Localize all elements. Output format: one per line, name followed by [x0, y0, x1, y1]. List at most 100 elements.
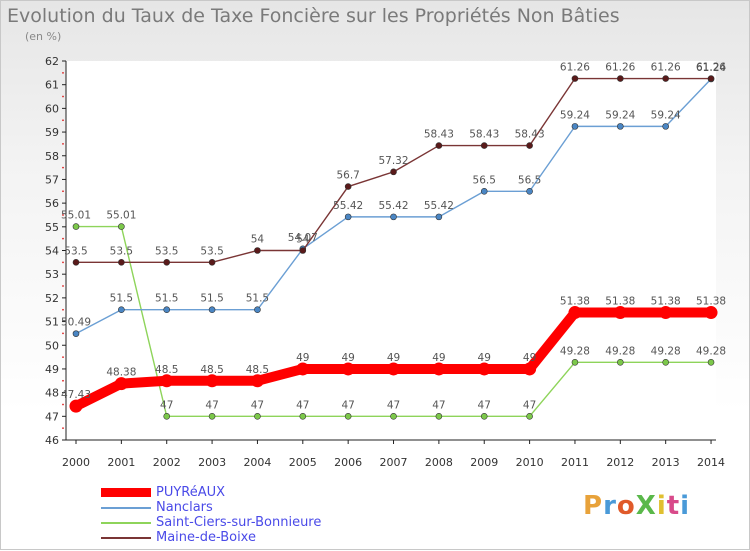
data-label: 48.5	[155, 364, 178, 376]
data-label: 47	[205, 399, 218, 411]
legend-swatch	[101, 521, 151, 524]
data-label: 51.5	[246, 293, 269, 305]
data-label: 47	[160, 399, 173, 411]
logo-letter: i	[656, 491, 667, 521]
data-label: 54	[251, 234, 265, 246]
data-label: 49	[523, 352, 536, 364]
data-label: 61.26	[696, 62, 726, 74]
data-point	[571, 75, 579, 82]
data-point	[662, 359, 669, 366]
data-point	[254, 247, 261, 254]
data-point	[118, 306, 125, 314]
y-tick-label: 52	[45, 292, 59, 305]
data-label: 61.26	[560, 62, 590, 74]
data-label: 61.26	[651, 62, 681, 74]
logo-letter: t	[666, 491, 681, 521]
data-point	[523, 362, 537, 376]
x-tick-label: 2006	[334, 456, 362, 469]
x-tick-label: 2012	[606, 456, 634, 469]
data-point	[707, 359, 715, 366]
data-point	[344, 213, 352, 221]
y-minor-tick	[62, 71, 64, 74]
y-tick-label: 55	[45, 221, 59, 234]
data-point	[617, 359, 624, 366]
data-point	[72, 330, 80, 337]
data-point	[208, 259, 216, 266]
y-minor-tick	[62, 427, 64, 430]
x-tick-label: 2005	[289, 456, 317, 469]
legend-label: Nanclars	[156, 500, 213, 515]
data-point	[72, 223, 80, 230]
data-label: 47	[523, 399, 536, 411]
data-label: 56.5	[518, 174, 541, 186]
legend-item: Maine-de-Boixe	[101, 530, 321, 545]
data-point	[208, 413, 216, 420]
data-point	[432, 362, 446, 376]
data-point	[617, 75, 624, 82]
y-minor-tick	[62, 285, 64, 287]
proxiti-logo: ProXiti	[583, 491, 690, 521]
data-point	[571, 123, 579, 130]
data-label: 47	[251, 399, 264, 411]
x-tick-label: 2002	[153, 456, 181, 469]
data-label: 61.26	[605, 62, 635, 74]
y-tick-label: 50	[45, 339, 59, 352]
data-label: 56.5	[473, 174, 496, 186]
data-point	[163, 413, 171, 420]
legend-item: PUYRéAUX	[101, 485, 321, 500]
legend-swatch	[101, 488, 151, 497]
y-tick-label: 58	[45, 150, 59, 163]
data-label: 58.43	[469, 129, 499, 141]
data-label: 51.38	[560, 296, 590, 308]
data-point	[387, 362, 401, 376]
y-tick-label: 49	[45, 363, 59, 376]
data-label: 49	[387, 352, 400, 364]
data-point	[160, 374, 174, 388]
data-label: 59.24	[651, 109, 681, 121]
data-point	[526, 413, 533, 420]
data-label: 59.24	[605, 109, 635, 121]
x-tick-label: 2007	[380, 456, 408, 469]
data-point	[299, 413, 307, 420]
data-point	[526, 142, 533, 149]
data-label: 49	[341, 352, 354, 364]
data-point	[250, 374, 264, 388]
data-point	[299, 247, 307, 254]
data-label: 51.38	[605, 296, 635, 308]
logo-letter: P	[583, 491, 604, 521]
data-point	[480, 142, 488, 149]
data-label: 55.42	[378, 200, 408, 212]
data-point	[114, 377, 128, 391]
data-point	[118, 223, 125, 230]
x-tick-label: 2013	[652, 456, 680, 469]
data-label: 55.42	[424, 200, 454, 212]
data-point	[659, 306, 673, 320]
data-label: 47	[432, 399, 445, 411]
data-label: 49	[478, 352, 491, 364]
y-tick-label: 61	[45, 79, 59, 92]
data-label: 51.5	[110, 293, 133, 305]
data-point	[344, 413, 352, 420]
y-tick-label: 54	[45, 245, 59, 258]
data-point	[163, 259, 171, 266]
data-label: 51.5	[155, 293, 178, 305]
data-label: 54	[296, 234, 310, 246]
x-tick-label: 2001	[107, 456, 135, 469]
data-label: 57.32	[378, 155, 408, 167]
data-label: 55.42	[333, 200, 363, 212]
data-label: 48.38	[106, 367, 136, 379]
data-label: 61.24	[696, 62, 726, 74]
data-label: 47	[341, 399, 354, 411]
data-label: 53.5	[155, 245, 178, 257]
data-point	[435, 213, 443, 221]
data-point	[69, 399, 83, 413]
legend-label: PUYRéAUX	[156, 485, 226, 500]
data-label: 51.5	[200, 293, 223, 305]
data-point	[390, 413, 397, 420]
data-point	[208, 306, 216, 314]
legend-label: Saint-Ciers-sur-Bonnieure	[156, 515, 322, 530]
x-tick-label: 2000	[62, 456, 90, 469]
data-point	[435, 413, 443, 420]
data-label: 53.5	[110, 245, 133, 257]
